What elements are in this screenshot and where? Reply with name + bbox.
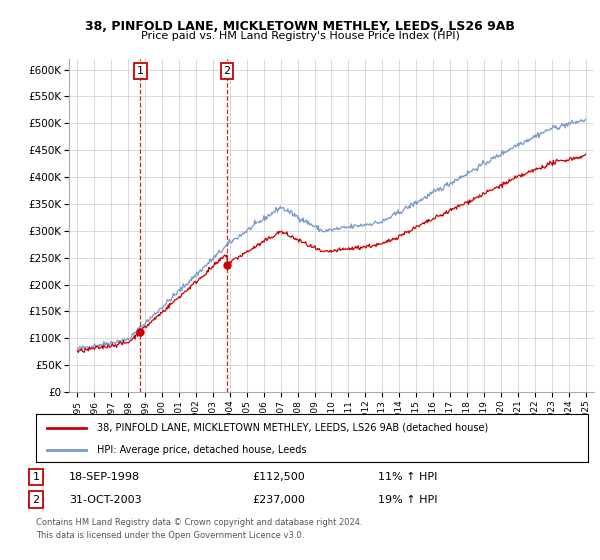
Text: £237,000: £237,000	[252, 494, 305, 505]
Text: 31-OCT-2003: 31-OCT-2003	[69, 494, 142, 505]
Text: 1: 1	[32, 472, 40, 482]
Text: 38, PINFOLD LANE, MICKLETOWN METHLEY, LEEDS, LS26 9AB (detached house): 38, PINFOLD LANE, MICKLETOWN METHLEY, LE…	[97, 423, 488, 433]
Text: 1: 1	[137, 66, 144, 76]
Text: 2: 2	[223, 66, 230, 76]
Text: 19% ↑ HPI: 19% ↑ HPI	[378, 494, 437, 505]
Text: Price paid vs. HM Land Registry's House Price Index (HPI): Price paid vs. HM Land Registry's House …	[140, 31, 460, 41]
Text: £112,500: £112,500	[252, 472, 305, 482]
Text: HPI: Average price, detached house, Leeds: HPI: Average price, detached house, Leed…	[97, 445, 306, 455]
Text: 18-SEP-1998: 18-SEP-1998	[69, 472, 140, 482]
Text: 38, PINFOLD LANE, MICKLETOWN METHLEY, LEEDS, LS26 9AB: 38, PINFOLD LANE, MICKLETOWN METHLEY, LE…	[85, 20, 515, 32]
Text: 11% ↑ HPI: 11% ↑ HPI	[378, 472, 437, 482]
Text: 2: 2	[32, 494, 40, 505]
Text: Contains HM Land Registry data © Crown copyright and database right 2024.
This d: Contains HM Land Registry data © Crown c…	[36, 519, 362, 540]
